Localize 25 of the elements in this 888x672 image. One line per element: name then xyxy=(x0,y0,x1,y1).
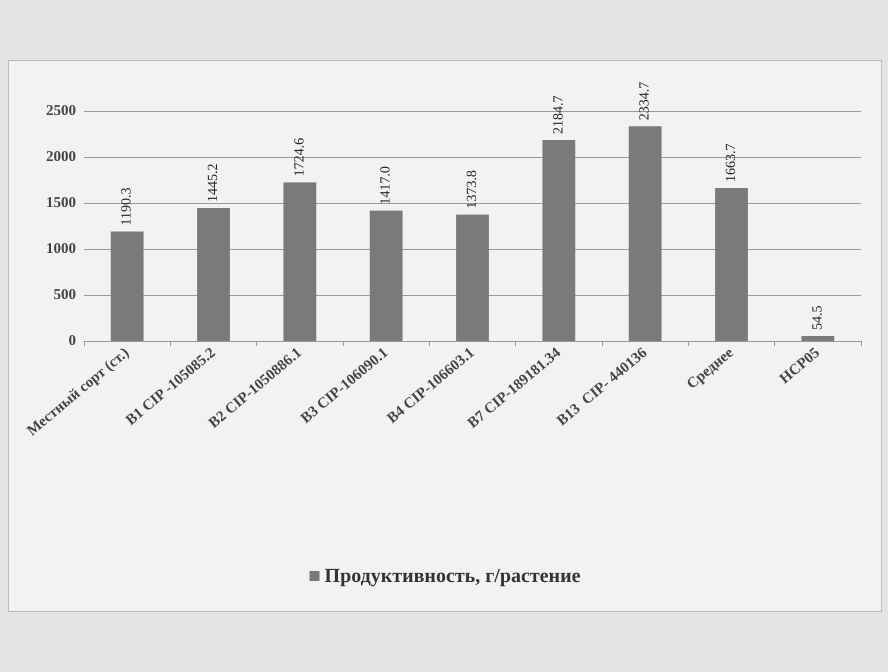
legend-label: Продуктивность, г/растение xyxy=(324,565,581,587)
bar xyxy=(456,214,489,341)
bar xyxy=(197,208,230,341)
data-label: 2334.7 xyxy=(638,82,653,120)
data-label: 1373.8 xyxy=(465,170,480,209)
bar xyxy=(628,126,662,341)
bar xyxy=(110,231,144,341)
bar xyxy=(542,140,576,341)
y-tick-label: 2000 xyxy=(46,149,76,165)
y-tick-label: 0 xyxy=(68,333,76,349)
y-tick-label: 1000 xyxy=(46,241,76,257)
bar xyxy=(715,188,748,341)
bar xyxy=(370,210,403,341)
data-label: 2184.7 xyxy=(551,96,566,134)
data-label: 1724.6 xyxy=(292,138,308,176)
y-tick-label: 500 xyxy=(54,287,76,303)
data-label: 1417.0 xyxy=(378,166,394,205)
data-label: 1663.7 xyxy=(724,143,739,182)
bar xyxy=(801,336,834,341)
y-tick-label: 1500 xyxy=(46,195,76,211)
data-label: 1190.3 xyxy=(120,188,135,226)
data-label: 54.5 xyxy=(810,305,826,330)
y-tick-label: 2500 xyxy=(46,103,76,119)
bar xyxy=(283,182,316,341)
data-label: 1445.2 xyxy=(206,164,221,202)
